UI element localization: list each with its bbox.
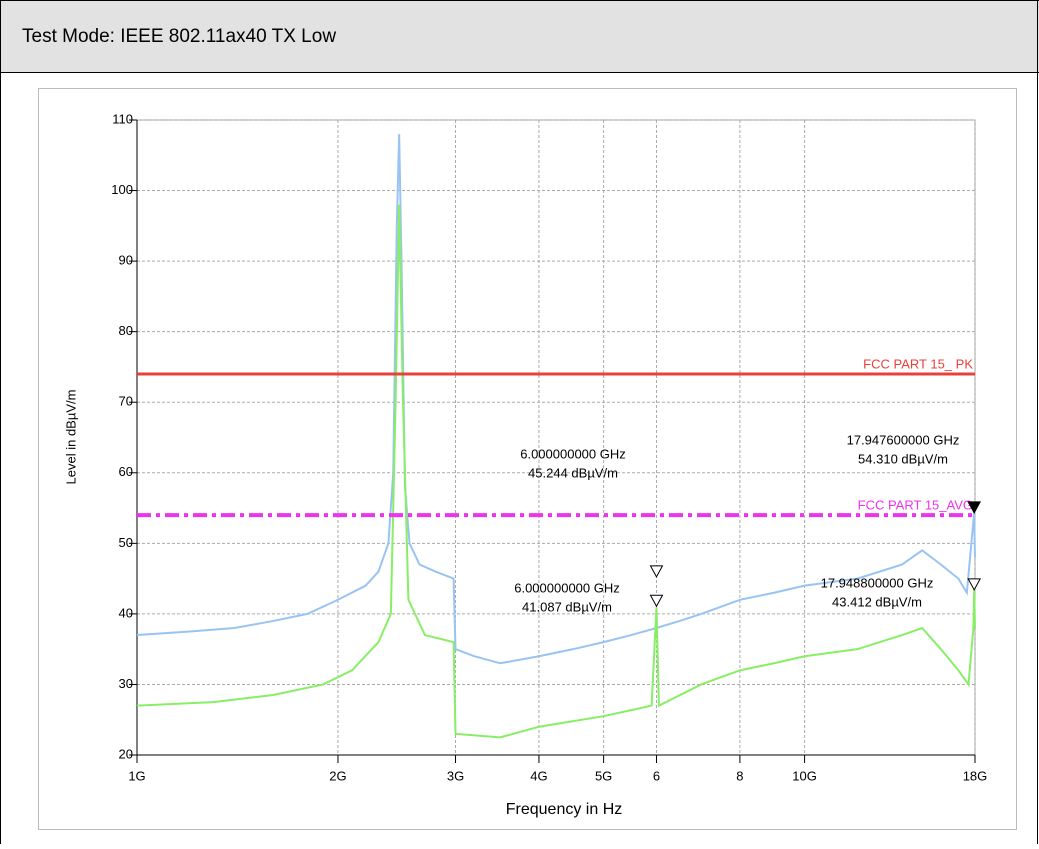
marker bbox=[649, 565, 664, 578]
marker-level: 54.310 dBµV/m bbox=[858, 451, 948, 466]
marker bbox=[649, 594, 664, 608]
marker-level: 41.087 dBµV/m bbox=[522, 599, 612, 614]
y-tick-label: 20 bbox=[119, 746, 133, 761]
y-tick-label: 70 bbox=[119, 394, 133, 409]
y-tick-label: 40 bbox=[119, 605, 133, 620]
x-tick-label: 1G bbox=[128, 768, 145, 783]
x-tick-label: 3G bbox=[447, 768, 464, 783]
marker-freq: 6.000000000 GHz bbox=[520, 446, 626, 461]
y-tick-label: 110 bbox=[112, 111, 133, 126]
y-tick-label: 90 bbox=[119, 253, 133, 268]
x-tick-label: 5G bbox=[595, 768, 612, 783]
y-tick-label: 50 bbox=[119, 535, 133, 550]
marker bbox=[967, 578, 982, 591]
header-title: Test Mode: IEEE 802.11ax40 TX Low bbox=[22, 26, 336, 47]
marker-level: 43.412 dBµV/m bbox=[832, 594, 922, 609]
y-tick-label: 60 bbox=[119, 464, 133, 479]
marker-freq: 17.947600000 GHz bbox=[847, 432, 960, 447]
x-tick-label: 8 bbox=[736, 768, 743, 783]
marker-level: 45.244 dBµV/m bbox=[528, 465, 618, 480]
marker-freq: 6.000000000 GHz bbox=[514, 580, 620, 595]
x-tick-label: 10G bbox=[792, 768, 817, 783]
plot-area bbox=[136, 119, 976, 756]
trace bbox=[136, 134, 976, 665]
x-tick-label: 6 bbox=[653, 768, 660, 783]
y-axis-title: Level in dBµV/m bbox=[63, 390, 78, 485]
x-tick-label: 2G bbox=[329, 768, 346, 783]
marker-freq: 17.948800000 GHz bbox=[821, 575, 934, 590]
limit-label: FCC PART 15_ PK bbox=[863, 356, 973, 371]
x-axis-title: Frequency in Hz bbox=[506, 801, 623, 818]
marker bbox=[967, 501, 981, 514]
trace bbox=[136, 204, 976, 739]
header-bg bbox=[0, 0, 1039, 72]
y-tick-label: 80 bbox=[119, 323, 133, 338]
x-tick-label: 18G bbox=[963, 768, 988, 783]
limit-label: FCC PART 15_AVG bbox=[858, 498, 973, 513]
y-tick-label: 100 bbox=[111, 182, 133, 197]
y-tick-label: 30 bbox=[119, 676, 133, 691]
x-tick-label: 4G bbox=[530, 768, 547, 783]
